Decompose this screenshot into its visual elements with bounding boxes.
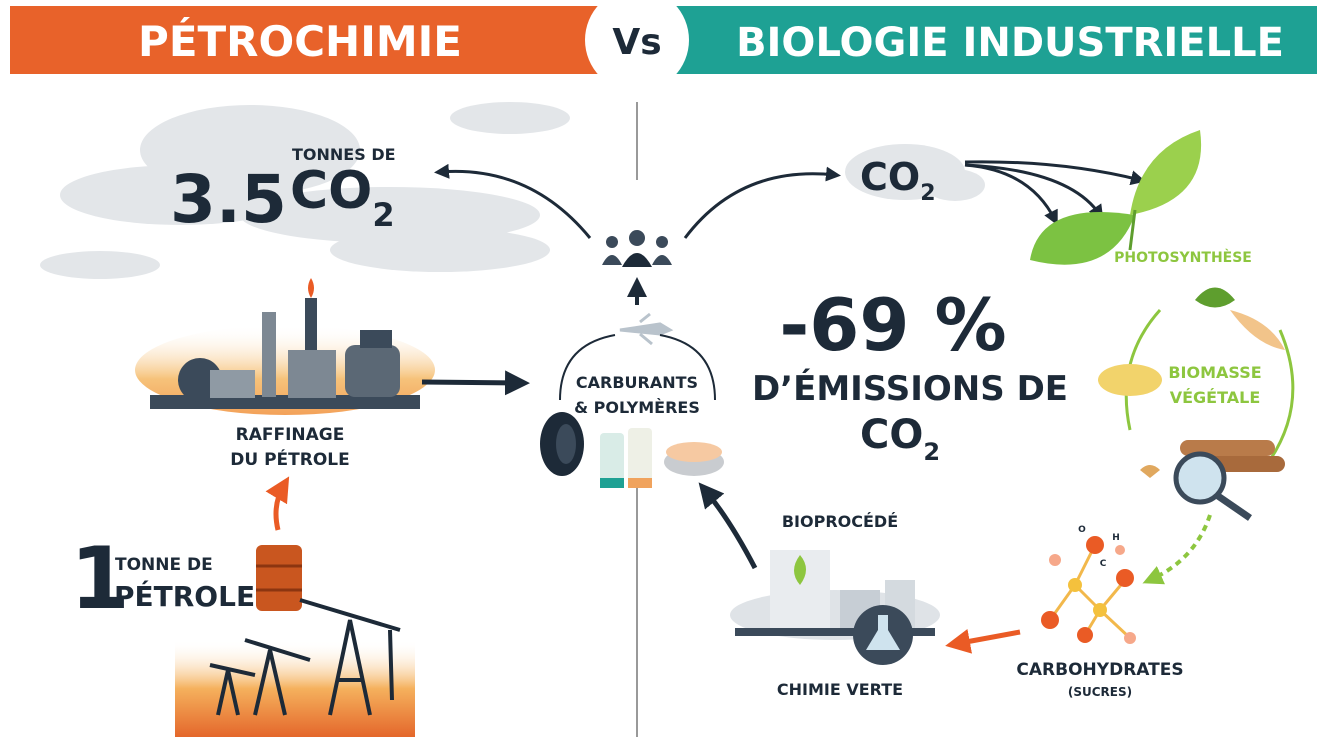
gas-subscript: 2: [372, 196, 394, 234]
leaf-illustration-part: [1130, 130, 1201, 215]
input-amount: 1: [70, 529, 130, 629]
refinery-illustration-part: [210, 370, 255, 398]
people-icon-part: [602, 255, 622, 265]
plane-icon: [620, 314, 670, 344]
arrow: [276, 485, 284, 530]
people-icon-part: [629, 230, 645, 246]
right-title: BIOLOGIE INDUSTRIELLE: [736, 20, 1284, 66]
arrow: [685, 174, 835, 238]
barrel: [256, 545, 302, 611]
carbohydrates-label: CARBOHYDRATES: [1016, 660, 1183, 680]
molecule-illustration-part-part: [1093, 603, 1107, 617]
refinery-illustration-part: [262, 312, 276, 397]
biomass-illustration-part: [1195, 288, 1235, 308]
molecule-illustration-part-part: [1115, 545, 1125, 555]
refinery-illustration-part: [345, 345, 400, 397]
infographic: PÉTROCHIMIE Vs BIOLOGIE INDUSTRIELLE 3.5…: [0, 0, 1327, 737]
people-icon-part: [652, 255, 672, 265]
arrow: [955, 632, 1020, 644]
arrows: [965, 162, 1140, 220]
refining-label: DU PÉTROLE: [230, 448, 350, 470]
versus: Vs: [612, 22, 661, 63]
molecule-label: C: [1100, 559, 1107, 569]
cloud-part: [450, 102, 570, 134]
gas: CO: [290, 161, 372, 221]
leaf-illustration: [1030, 130, 1201, 265]
arrow: [422, 382, 520, 383]
products-illustration-part: [666, 442, 722, 462]
reduction-gas: CO2: [860, 412, 940, 466]
molecule-illustration-part-part: [1049, 554, 1061, 566]
molecule-illustration-part-part: [1077, 627, 1093, 643]
biomass-label: BIOMASSE: [1168, 363, 1261, 382]
arrow: [705, 490, 755, 568]
biomass-illustration-part: [1176, 454, 1224, 502]
gas: CO: [860, 155, 920, 199]
gas-subscript: 2: [920, 181, 935, 206]
cloud-part: [40, 251, 160, 279]
people-icon-part: [656, 236, 668, 248]
refinery-illustration-part: [360, 330, 392, 348]
gas-subscript: 2: [923, 438, 940, 466]
refinery-illustration-part: [308, 278, 314, 298]
molecule-label: O: [1078, 525, 1086, 535]
biomass-illustration-part: [1098, 364, 1162, 396]
molecule-illustration-part-part: [1116, 569, 1134, 587]
molecule-illustration: [1041, 536, 1136, 644]
refining-label: RAFFINAGE: [236, 425, 345, 445]
green-chemistry-label: CHIMIE VERTE: [777, 680, 903, 699]
bioprocess-illustration: [730, 550, 940, 665]
products-illustration: [540, 412, 724, 488]
arrows-part: [965, 162, 1140, 180]
refinery-illustration-part: [288, 350, 336, 398]
gas: CO: [860, 412, 923, 458]
cloud-part: [330, 228, 550, 272]
products-label: CARBURANTS: [576, 373, 698, 392]
refinery-illustration: [135, 278, 435, 415]
biomass-label: VÉGÉTALE: [1170, 388, 1261, 407]
biomass-illustration-part: [1230, 310, 1285, 350]
molecule-label: H: [1112, 533, 1120, 543]
molecule-illustration-part-part: [1041, 611, 1059, 629]
input-unit: TONNE DE: [115, 555, 213, 575]
products-illustration-part: [556, 424, 576, 464]
reduction-text: D’ÉMISSIONS DE: [752, 368, 1068, 409]
photosynthesis-label: PHOTOSYNTHÈSE: [1114, 249, 1252, 266]
people-icon-part: [622, 253, 652, 267]
molecule-illustration-part-part: [1086, 536, 1104, 554]
molecule-illustration-part-part: [1124, 632, 1136, 644]
products-illustration-part: [600, 478, 624, 488]
reduction-value: -69 %: [779, 283, 1006, 367]
molecule-illustration-part-part: [1068, 578, 1082, 592]
products-illustration-part: [628, 478, 652, 488]
products-label: & POLYMÈRES: [574, 398, 700, 417]
bioprocess-label: BIOPROCÉDÉ: [782, 512, 898, 531]
emissions-amount: 3.5: [170, 161, 287, 238]
biomass-illustration-part: [1140, 465, 1160, 478]
input-unit: PÉTROLE: [114, 579, 255, 613]
arrow: [1150, 515, 1210, 580]
sugars-label: (SUCRES): [1068, 685, 1132, 699]
barrel-part: [256, 545, 302, 611]
left-title: PÉTROCHIMIE: [138, 16, 462, 66]
people-icon-part: [606, 236, 618, 248]
header: PÉTROCHIMIE Vs BIOLOGIE INDUSTRIELLE: [10, 0, 1317, 92]
oil-field: [175, 600, 415, 737]
people-icon: [602, 230, 672, 267]
biomass-illustration-part: [1218, 496, 1250, 518]
